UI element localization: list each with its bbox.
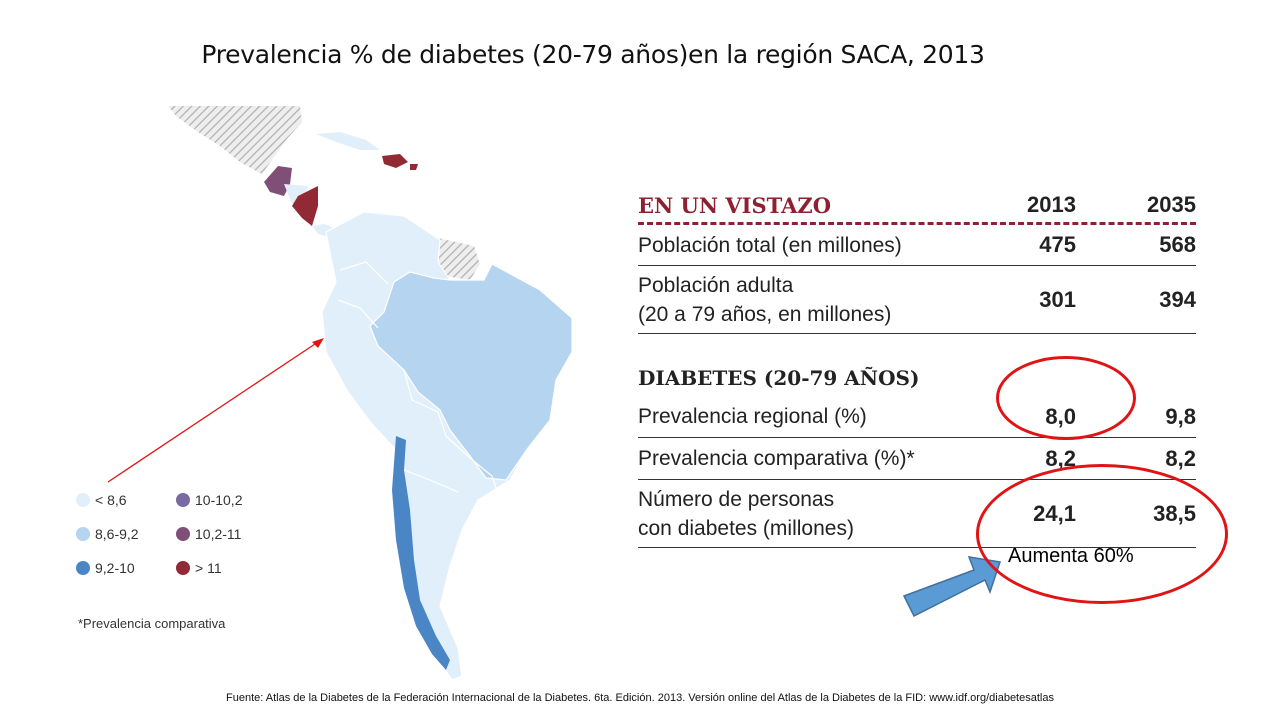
legend-label: 10,2-11	[195, 526, 242, 542]
year-2035-header: 2035	[1147, 192, 1196, 217]
value-2035: 8,2	[1165, 445, 1196, 471]
table-header: EN UN VISTAZO 2013 2035	[638, 184, 1196, 225]
row-label: Prevalencia comparativa (%)*	[638, 444, 956, 473]
legend-item: 8,6-9,2	[76, 526, 139, 542]
legend-swatch	[176, 527, 190, 541]
pointer-arrowhead	[312, 338, 324, 348]
legend-label: 10-10,2	[195, 492, 243, 508]
legend-footnote: *Prevalencia comparativa	[78, 616, 226, 631]
row-label: Prevalencia regional (%)	[638, 402, 956, 431]
legend-item: > 11	[176, 560, 222, 576]
table-row: Prevalencia comparativa (%)* 8,2 8,2	[638, 438, 1196, 480]
legend-swatch	[176, 493, 190, 507]
hispaniola-region	[382, 154, 408, 168]
source-footnote: Fuente: Atlas de la Diabetes de la Feder…	[226, 692, 1054, 704]
legend-item: 10-10,2	[176, 492, 242, 508]
row-label: Población total (en millones)	[638, 231, 956, 260]
highlight-ellipse-prevalence	[996, 356, 1136, 440]
table-heading: EN UN VISTAZO	[638, 193, 832, 218]
table-row: Población total (en millones) 475 568	[638, 225, 1196, 266]
legend-swatch	[176, 561, 190, 575]
legend-item: 10,2-11	[176, 526, 241, 542]
value-2035: 9,8	[1165, 403, 1196, 429]
row-label: Población adulta (20 a 79 años, en millo…	[638, 271, 956, 329]
legend-item: 9,2-10	[76, 560, 135, 576]
legend-label: 9,2-10	[95, 560, 135, 576]
highlight-ellipse-cases	[976, 464, 1228, 604]
row-label-line: (20 a 79 años, en millones)	[638, 302, 892, 326]
value-2013: 301	[1039, 286, 1076, 312]
guianas-hatched-region	[436, 238, 480, 280]
puerto-rico-region	[410, 164, 418, 170]
table-row: Población adulta (20 a 79 años, en millo…	[638, 266, 1196, 334]
nicaragua-red-region	[292, 186, 318, 226]
row-label-line: Población adulta	[638, 273, 794, 297]
increase-annotation: Aumenta 60%	[1008, 545, 1134, 567]
row-label-line: Prevalencia regional (%)	[638, 405, 867, 428]
section-heading: DIABETES (20-79 AÑOS)	[638, 366, 920, 390]
row-label-line: Población total (en millones)	[638, 233, 902, 257]
legend-label: 8,6-9,2	[95, 526, 139, 542]
map-legend: < 8,6 8,6-9,2 9,2-10 10-10,2 10,2-11 > 1…	[76, 490, 276, 580]
legend-swatch	[76, 527, 90, 541]
cuba-region	[316, 132, 380, 150]
row-label-line: Prevalencia comparativa (%)*	[638, 447, 915, 470]
mexico-hatched-region	[168, 106, 302, 174]
slide-title: Prevalencia % de diabetes (20-79 años)en…	[201, 40, 985, 69]
chile-region	[392, 436, 450, 670]
legend-item: < 8,6	[76, 492, 127, 508]
legend-swatch	[76, 561, 90, 575]
value-2035: 568	[1159, 232, 1196, 257]
legend-swatch	[76, 493, 90, 507]
year-2013-header: 2013	[1027, 192, 1076, 217]
legend-label: > 11	[195, 560, 222, 576]
row-label-line: Número de personas	[638, 487, 835, 511]
value-2013: 475	[1039, 232, 1076, 257]
row-label-line: con diabetes (millones)	[638, 516, 854, 540]
pointer-line	[107, 341, 319, 483]
brazil-region	[369, 263, 573, 481]
country-borders	[337, 261, 501, 501]
legend-label: < 8,6	[95, 492, 127, 508]
row-label: Número de personas con diabetes (millone…	[638, 485, 956, 543]
blue-arrow-icon	[902, 556, 1001, 618]
central-america-purple-region	[264, 166, 292, 196]
value-2035: 394	[1159, 286, 1196, 312]
